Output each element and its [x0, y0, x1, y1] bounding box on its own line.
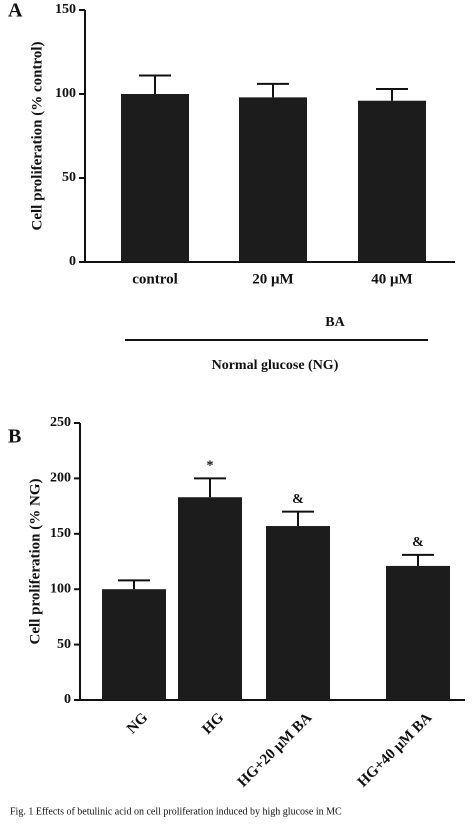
y-tick-label: 0: [64, 692, 71, 707]
y-tick-label: 150: [55, 2, 76, 17]
significance-mark: &: [292, 492, 304, 507]
bar: [102, 589, 166, 700]
y-tick-label: 50: [62, 170, 76, 185]
x-tick-label: HG+20 μM BA: [235, 710, 316, 791]
bar: [178, 497, 242, 700]
y-tick-label: 200: [50, 471, 71, 486]
x-tick-label: HG+40 μM BA: [355, 710, 436, 791]
bar: [266, 526, 330, 700]
y-tick-label: 100: [55, 86, 76, 101]
y-axis-label: Cell proliferation (% control): [29, 42, 45, 231]
x-tick-label: 20 μM: [252, 271, 293, 287]
panel-label: B: [8, 426, 21, 448]
x-tick-label: control: [132, 271, 178, 287]
y-tick-label: 150: [50, 526, 71, 541]
bar: [121, 94, 189, 262]
y-tick-label: 0: [69, 254, 76, 269]
group-label: Normal glucose (NG): [212, 358, 339, 373]
bar: [358, 100, 426, 262]
y-tick-label: 50: [57, 637, 71, 652]
y-axis-label: Cell proliferation (% NG): [27, 479, 43, 645]
bar: [386, 565, 450, 700]
significance-mark: *: [207, 459, 214, 474]
y-tick-label: 100: [50, 581, 71, 596]
significance-mark: &: [412, 535, 424, 550]
y-tick-label: 250: [50, 415, 71, 430]
x-tick-label: HG: [199, 710, 227, 738]
group-label: BA: [325, 315, 345, 330]
bar: [239, 97, 307, 262]
panel-label: A: [8, 0, 23, 22]
x-tick-label: NG: [124, 710, 151, 737]
x-tick-label: 40 μM: [371, 271, 412, 287]
caption: Fig. 1 Effects of betulinic acid on cell…: [10, 806, 342, 817]
